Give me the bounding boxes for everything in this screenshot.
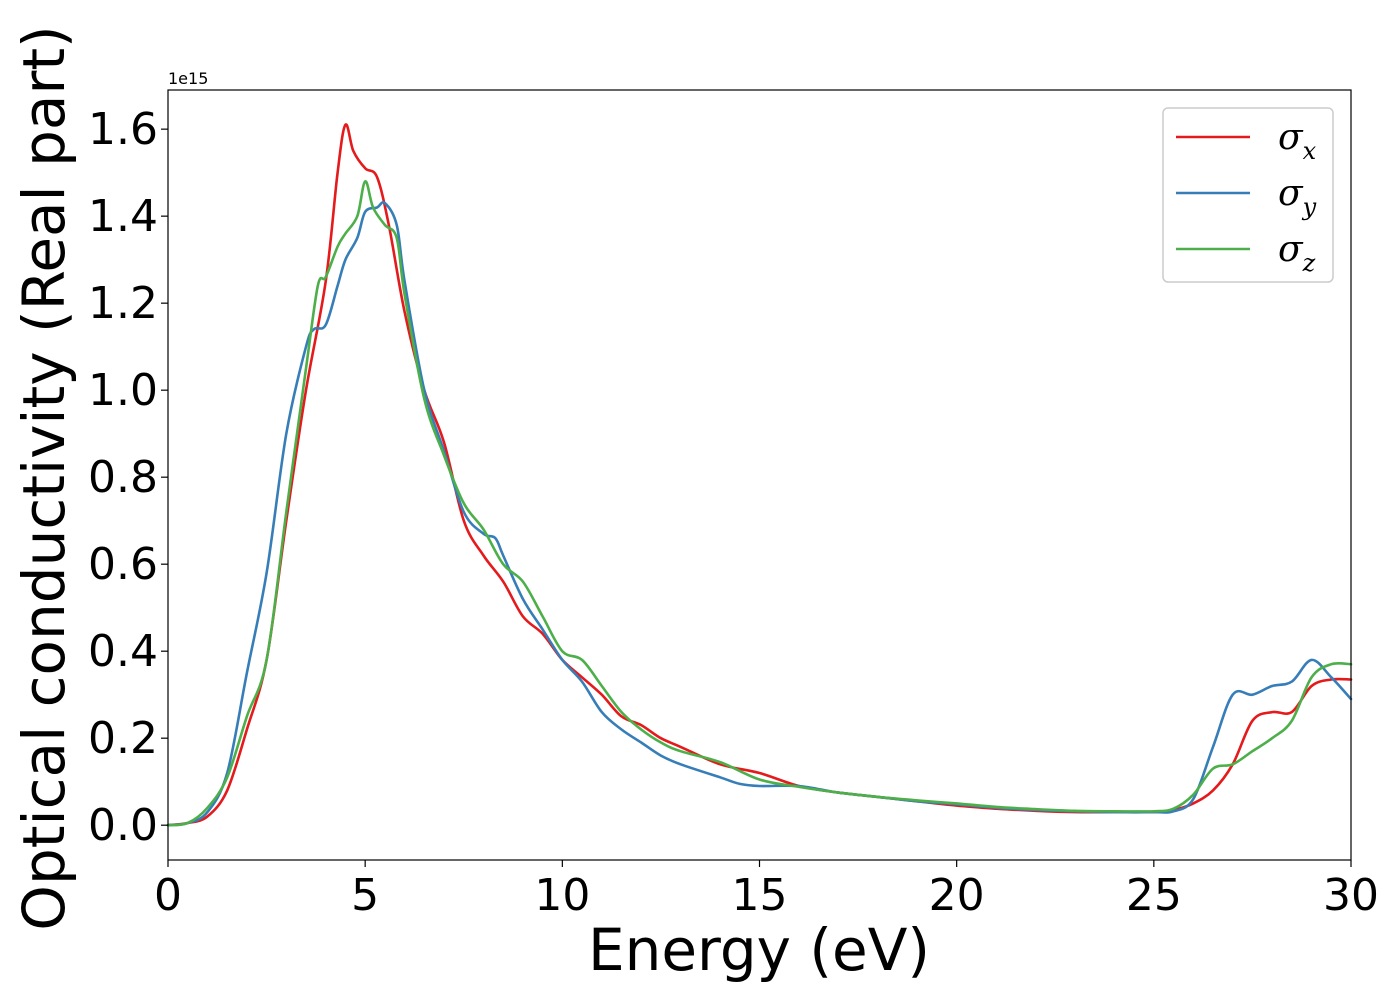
x-tick-label: 10	[534, 870, 590, 921]
legend-symbol: σ	[1278, 117, 1304, 158]
x-tick-label: 25	[1126, 870, 1182, 921]
y-offset-label: 1e15	[168, 69, 208, 88]
y-tick-label: 0.2	[88, 713, 158, 764]
legend-subscript: x	[1303, 137, 1317, 165]
legend-frame	[1162, 107, 1334, 283]
x-tick-label: 30	[1323, 870, 1379, 921]
y-tick-label: 1.2	[88, 278, 158, 329]
y-axis-ticks: 0.0 0.2 0.4 0.6 0.8 1.0 1.2 1.4 1.6	[88, 104, 168, 851]
y-tick-label: 0.6	[88, 539, 158, 590]
legend-label-x: σx	[1278, 117, 1317, 165]
legend-subscript: y	[1302, 193, 1317, 221]
series-line-z	[166, 180, 1353, 827]
x-tick-label: 20	[929, 870, 985, 921]
series-group	[166, 123, 1353, 827]
y-tick-label: 1.4	[88, 191, 158, 242]
y-tick-label: 1.0	[88, 365, 158, 416]
x-tick-label: 0	[154, 870, 182, 921]
x-tick-label: 15	[732, 870, 788, 921]
x-axis-ticks: 0 5 10 15 20 25 30	[154, 860, 1379, 921]
legend-label-z: σz	[1278, 229, 1316, 277]
y-tick-label: 0.8	[88, 452, 158, 503]
legend-label-y: σy	[1278, 173, 1317, 221]
series-line-y	[166, 201, 1353, 827]
y-tick-label: 1.6	[88, 104, 158, 155]
x-tick-label: 5	[351, 870, 379, 921]
y-tick-label: 0.0	[88, 800, 158, 851]
y-axis-label: Optical conductivity (Real part)	[10, 25, 78, 930]
y-tick-label: 0.4	[88, 626, 158, 677]
legend-subscript: z	[1302, 249, 1316, 277]
x-axis-label: Energy (eV)	[588, 916, 930, 984]
legend-symbol: σ	[1278, 229, 1304, 270]
legend-symbol: σ	[1278, 173, 1304, 214]
